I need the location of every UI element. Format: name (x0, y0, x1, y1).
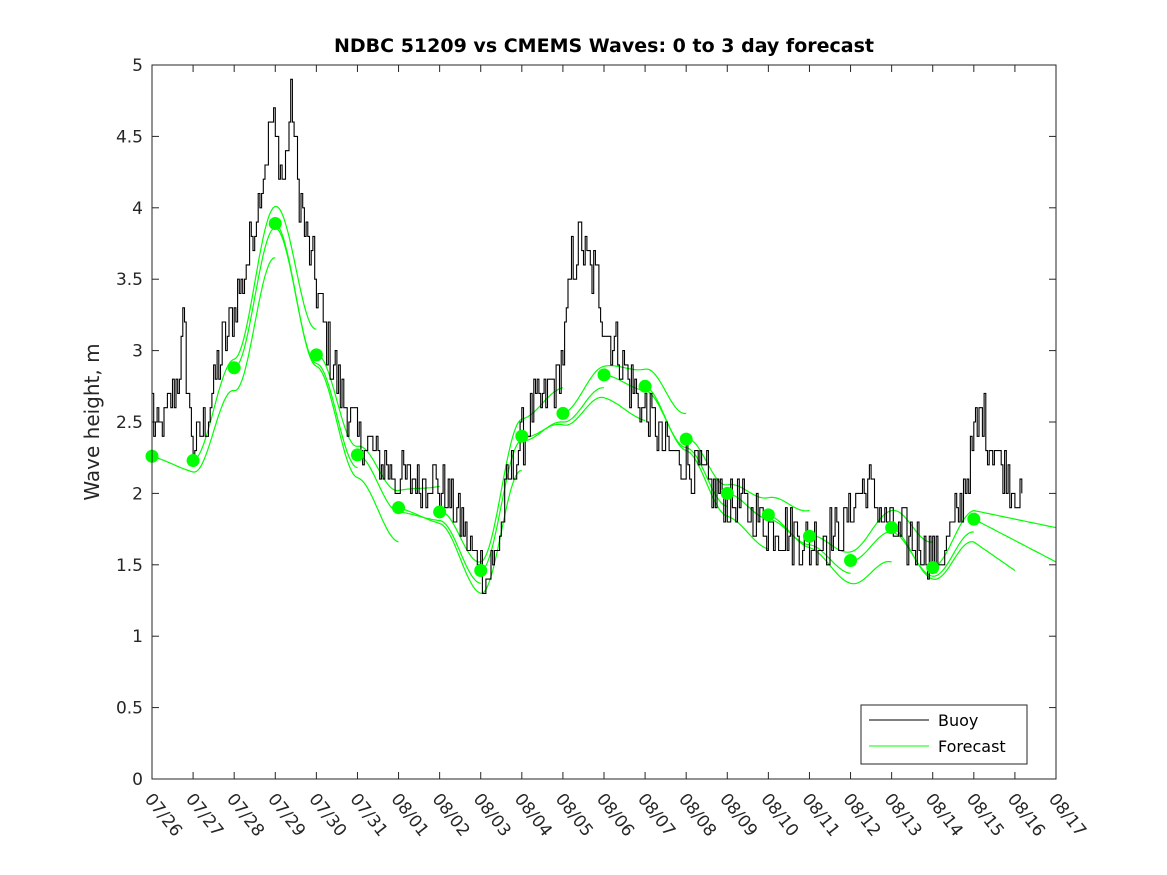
legend-buoy-label: Buoy (938, 711, 978, 730)
y-tick-label: 3.5 (116, 270, 143, 290)
forecast-start-point (515, 429, 529, 443)
y-axis: 0 0.5 1 1.5 2 2.5 3 3.5 4 4.5 5 (116, 56, 1056, 790)
forecast-start-point (638, 379, 652, 393)
forecast-start-point (268, 217, 282, 231)
y-tick-label: 5 (132, 56, 143, 76)
forecast-start-point (392, 501, 406, 515)
forecast-start-markers (145, 217, 981, 578)
chart-title: NDBC 51209 vs CMEMS Waves: 0 to 3 day fo… (334, 35, 874, 57)
forecast-start-point (802, 529, 816, 543)
y-tick-label: 2 (132, 484, 143, 504)
y-tick-label: 1 (132, 627, 143, 647)
y-tick-label: 3 (132, 342, 143, 362)
forecast-run-line (357, 454, 481, 584)
forecast-run-line (891, 527, 1016, 581)
plot-area (152, 65, 1056, 779)
y-axis-label: Wave height, m (80, 343, 104, 500)
forecast-start-point (186, 454, 200, 468)
forecast-start-point (679, 432, 693, 446)
forecast-start-point (967, 512, 981, 526)
forecast-run-line (562, 364, 687, 415)
y-tick-label: 1.5 (116, 556, 143, 576)
buoy-series-line (152, 78, 1023, 594)
legend-box (860, 704, 1028, 765)
forecast-start-point (433, 505, 447, 519)
forecast-run-line (480, 387, 605, 572)
forecast-run-line (274, 223, 399, 543)
forecast-start-point (720, 486, 734, 500)
forecast-start-point (926, 561, 940, 575)
y-tick-label: 2.5 (116, 413, 143, 433)
forecast-run-line (973, 518, 1057, 563)
forecast-run-line (644, 385, 769, 550)
forecast-start-point (350, 448, 364, 462)
y-tick-label: 4 (132, 199, 143, 219)
forecast-run-line (768, 514, 892, 585)
plot-frame (151, 64, 1057, 780)
legend-forecast-label: Forecast (938, 737, 1006, 756)
forecast-start-point (761, 508, 775, 522)
y-tick-label: 0 (132, 770, 143, 790)
forecast-start-point (227, 361, 241, 375)
forecast-start-point (309, 348, 323, 362)
forecast-run-line (521, 396, 646, 438)
y-tick-label: 4.5 (116, 127, 143, 147)
forecast-start-point (844, 554, 858, 568)
forecast-start-point (885, 521, 899, 535)
forecast-run-line (151, 257, 276, 473)
forecast-start-point (597, 368, 611, 382)
forecast-run-line (192, 205, 317, 462)
y-tick-label: 0.5 (116, 699, 143, 719)
legend: Buoy Forecast (860, 704, 1028, 765)
forecast-start-point (474, 564, 488, 578)
forecast-run-line (932, 509, 1057, 569)
forecast-start-point (556, 406, 570, 420)
